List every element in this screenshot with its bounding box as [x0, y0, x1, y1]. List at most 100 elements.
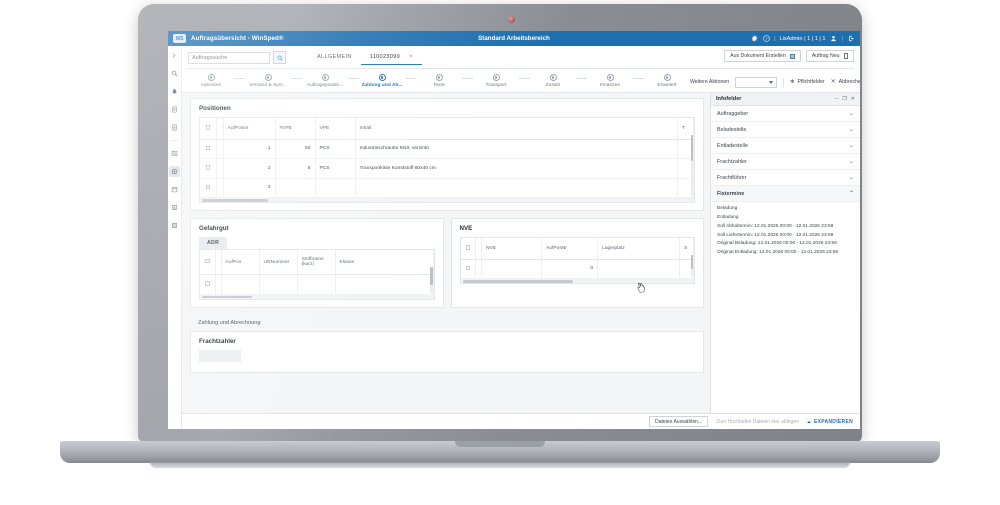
- column-menu-icon[interactable]: ⋮: [219, 259, 225, 265]
- col-vpe-count[interactable]: #VPE: [275, 118, 316, 140]
- topbar: ALLGEMEIN 110023099 × Aus Dokument Erste…: [182, 46, 860, 69]
- col-aufposnr[interactable]: AufPosNr: [541, 238, 598, 260]
- row-checkbox-cell[interactable]: [200, 274, 216, 295]
- table-row[interactable]: [200, 274, 434, 295]
- tab-order-110023099[interactable]: 110023099 ×: [360, 51, 422, 65]
- column-menu-icon[interactable]: ⋮: [220, 125, 226, 132]
- infofelder-section-frachtfuehrer[interactable]: Frachtführer ⌄: [711, 170, 860, 186]
- fixtermine-line: Entladung: [717, 214, 739, 220]
- row-checkbox-cell[interactable]: [200, 178, 217, 198]
- col-aufposnr[interactable]: AufPosNr: [223, 118, 276, 140]
- column-menu-icon[interactable]: ⋮: [480, 245, 486, 252]
- list-icon[interactable]: [169, 104, 180, 115]
- user-icon[interactable]: [830, 35, 838, 43]
- checkbox-icon[interactable]: [465, 245, 470, 250]
- step-zusatz[interactable]: Zusatz: [530, 74, 576, 88]
- abbrechen-button[interactable]: ✕ Abbrechen: [831, 79, 860, 85]
- search-input[interactable]: [188, 51, 270, 64]
- auftrag-neu-button[interactable]: Auftrag Neu: [805, 50, 854, 62]
- help-icon[interactable]: ?: [762, 35, 770, 43]
- reports-icon[interactable]: [169, 202, 180, 213]
- close-icon[interactable]: ×: [408, 53, 413, 60]
- step-finanzen[interactable]: Finanzen: [587, 74, 633, 88]
- expand-icon[interactable]: [169, 50, 180, 61]
- aus-dokument-erstellen-label: Aus Dokument Erstellen: [730, 53, 786, 59]
- archive-icon[interactable]: [169, 122, 180, 133]
- tab-adr[interactable]: ADR: [199, 237, 228, 249]
- minimize-icon[interactable]: ─: [834, 96, 839, 102]
- checkbox-icon[interactable]: [205, 125, 210, 130]
- checkbox-icon[interactable]: [205, 184, 210, 189]
- search-button[interactable]: [273, 51, 286, 64]
- orders-icon[interactable]: [169, 166, 180, 177]
- checkbox-icon[interactable]: [205, 145, 210, 150]
- weitere-aktionen-select[interactable]: [735, 76, 778, 88]
- column-menu-cell[interactable]: ⋮: [475, 238, 486, 260]
- checkbox-icon[interactable]: [465, 265, 470, 270]
- close-icon[interactable]: ✕: [850, 96, 855, 102]
- col-aufpos[interactable]: AufPos: [221, 250, 260, 275]
- cell-klasse: [335, 274, 434, 295]
- bell-icon[interactable]: [169, 86, 180, 97]
- cell-vpe: PCS: [315, 158, 356, 179]
- infofelder-section-auftraggeber[interactable]: Auftraggeber ⌄: [711, 106, 860, 122]
- truck-icon[interactable]: [169, 148, 180, 159]
- step-versand-sym[interactable]: Versand & Sym...: [245, 74, 291, 88]
- col-stoffname[interactable]: Stoffname (kurz): [297, 250, 336, 275]
- pflichtfelder-button[interactable]: ✻ Pflichtfelder: [790, 79, 824, 85]
- infofelder-section-beladestelle[interactable]: Beladestelle ⌄: [711, 122, 860, 138]
- col-lagerplatz[interactable]: Lagerplatz: [597, 238, 680, 260]
- vertical-scrollbar[interactable]: [690, 135, 693, 196]
- step-texte[interactable]: Texte: [416, 74, 462, 88]
- col-vpe[interactable]: VPE: [315, 118, 356, 140]
- dateien-auswaehlen-button[interactable]: Dateien Auswählen...: [649, 416, 709, 427]
- column-menu-cell[interactable]: ⋮: [216, 118, 226, 140]
- table-row[interactable]: 3: [200, 178, 694, 198]
- settings-icon[interactable]: [169, 220, 180, 231]
- horizontal-scrollbar[interactable]: [460, 279, 694, 283]
- col-nve[interactable]: NVE: [481, 238, 542, 260]
- calendar-icon[interactable]: [169, 184, 180, 195]
- col-unnummer[interactable]: UNNummer: [259, 250, 298, 275]
- checkbox-icon[interactable]: [205, 258, 210, 264]
- horizontal-scrollbar[interactable]: [200, 294, 434, 299]
- col-s[interactable]: S: [679, 238, 694, 260]
- checkbox-icon[interactable]: [205, 165, 210, 170]
- step-zahlung-und-abrechnung[interactable]: Zahlung und Ab...: [359, 74, 405, 88]
- window-title: Auftragsübersicht - WinSped®: [191, 35, 284, 42]
- search-icon[interactable]: [169, 68, 180, 79]
- frachtzahler-field[interactable]: [199, 349, 241, 362]
- col-klasse[interactable]: Klasse: [335, 250, 434, 275]
- row-checkbox-cell[interactable]: [460, 259, 476, 279]
- tab-allgemein[interactable]: ALLGEMEIN: [308, 51, 361, 65]
- restore-icon[interactable]: ❐: [842, 96, 847, 102]
- col-t[interactable]: T: [677, 118, 694, 140]
- infofelder-section-frachtzahler[interactable]: Frachtzahler ⌄: [711, 154, 860, 170]
- column-menu-cell[interactable]: ⋮: [215, 250, 224, 275]
- aus-dokument-erstellen-button[interactable]: Aus Dokument Erstellen: [724, 50, 801, 62]
- col-inhalt[interactable]: Inhalt: [355, 118, 678, 140]
- horizontal-scrollbar[interactable]: [200, 198, 694, 202]
- vertical-scrollbar[interactable]: [430, 267, 433, 293]
- infofelder-section-fixtermine[interactable]: Fixtermine ⌃: [711, 186, 860, 202]
- checkbox-icon[interactable]: [205, 281, 210, 286]
- select-all-checkbox-cell[interactable]: [200, 250, 216, 275]
- content-scroll-area[interactable]: Positionen: [182, 93, 710, 413]
- select-all-checkbox-cell[interactable]: [460, 238, 476, 260]
- table-row[interactable]: 2 5 PCS Transportkiste Kunststoff 60x40 …: [200, 158, 694, 179]
- logout-icon[interactable]: [847, 35, 855, 43]
- step-erweitert[interactable]: Erweitert: [644, 74, 690, 88]
- step-adressen[interactable]: Adressen: [188, 74, 234, 88]
- step-auftragspositionen[interactable]: Auftragspositio...: [302, 74, 348, 88]
- table-row[interactable]: 1 50 PCS Industrieschraube M10, verzinkt: [200, 139, 694, 159]
- select-all-checkbox-cell[interactable]: [200, 118, 217, 140]
- infofelder-section-entladestelle[interactable]: Entladestelle ⌄: [711, 138, 860, 154]
- row-checkbox-cell[interactable]: [200, 139, 217, 159]
- gear-icon[interactable]: [750, 35, 758, 43]
- vertical-scrollbar[interactable]: [690, 255, 693, 277]
- table-row[interactable]: 0: [460, 259, 694, 279]
- step-transport[interactable]: Transport: [473, 74, 519, 88]
- expandieren-button[interactable]: EXPANDIEREN: [806, 419, 853, 425]
- positionen-grid: ⋮ AufPosNr #VPE VPE Inhalt T: [199, 117, 695, 203]
- row-checkbox-cell[interactable]: [200, 158, 217, 179]
